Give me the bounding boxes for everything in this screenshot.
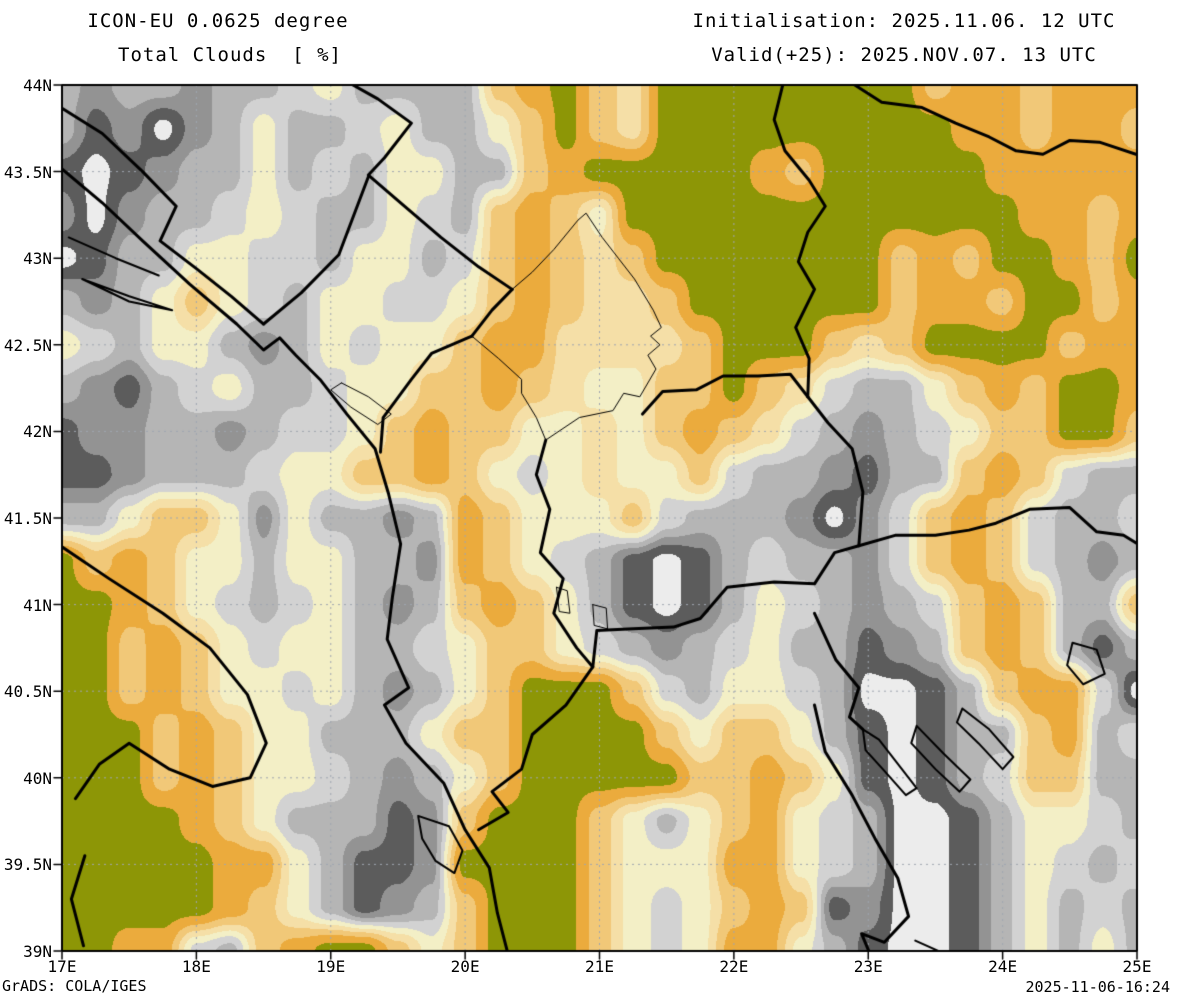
x-tick-label: 19E: [316, 957, 346, 976]
y-tick-label: 40.5N: [3, 682, 52, 702]
x-tick-label: 23E: [853, 957, 883, 976]
grads-credit: GrADS: COLA/IGES: [2, 977, 147, 995]
x-tick-label: 20E: [450, 957, 480, 976]
y-tick-label: 43.5N: [3, 162, 52, 182]
y-tick-label: 40N: [23, 768, 52, 788]
x-tick-label: 18E: [181, 957, 211, 976]
y-tick-label: 43N: [23, 249, 52, 269]
x-tick-label: 17E: [47, 957, 77, 976]
y-tick-label: 39N: [23, 942, 52, 961]
parameter-title: Total Clouds [ %]: [118, 44, 342, 66]
valid-time: Valid(+25): 2025.NOV.07. 13 UTC: [711, 44, 1097, 66]
y-tick-label: 42N: [23, 422, 52, 442]
y-tick-label: 44N: [23, 76, 52, 95]
x-tick-label: 25E: [1122, 957, 1152, 976]
y-tick-label: 39.5N: [3, 855, 52, 875]
y-tick-label: 41N: [23, 595, 52, 615]
y-tick-label: 42.5N: [3, 335, 52, 355]
x-tick-label: 24E: [988, 957, 1018, 976]
initialisation-time: Initialisation: 2025.11.06. 12 UTC: [692, 10, 1116, 32]
model-title: ICON-EU 0.0625 degree: [87, 10, 349, 32]
x-tick-label: 22E: [719, 957, 749, 976]
x-tick-label: 21E: [585, 957, 614, 976]
y-tick-label: 41.5N: [3, 509, 52, 528]
creation-timestamp: 2025-11-06-16:24: [1025, 978, 1171, 996]
